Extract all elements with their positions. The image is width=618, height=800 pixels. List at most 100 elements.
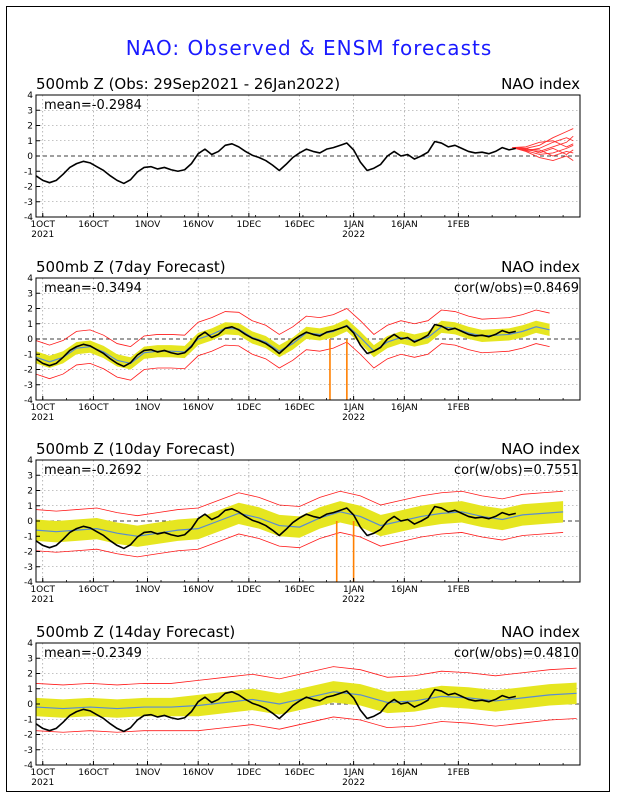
x-tick-label: 16JAN: [391, 768, 418, 778]
y-tick-label: -3: [24, 563, 33, 573]
y-tick-label: 3: [27, 471, 33, 481]
x-tick-label: 1FEB: [447, 768, 470, 778]
panel-right-label: NAO index: [501, 440, 580, 458]
y-tick-label: 4: [27, 274, 33, 284]
ensemble-member-line: [512, 140, 574, 149]
x-tick-label: 1JAN: [343, 220, 364, 230]
x-tick-year: 2021: [31, 230, 54, 240]
y-tick-label: 3: [27, 106, 33, 116]
x-tick-label: 16NOV: [183, 585, 215, 595]
y-tick-label: -4: [24, 578, 33, 588]
y-tick-label: 0: [27, 700, 33, 710]
correlation-label: cor(w/obs)=0.4810: [454, 646, 579, 661]
x-tick-label: 16OCT: [78, 403, 109, 413]
y-tick-label: -2: [24, 731, 33, 741]
figure-frame: [6, 6, 610, 792]
x-tick-label: 16NOV: [183, 768, 215, 778]
x-tick-year: 2022: [342, 413, 365, 423]
x-tick-label: 1OCT: [30, 220, 55, 230]
y-tick-label: -3: [24, 746, 33, 756]
y-tick-label: -4: [24, 396, 33, 406]
y-tick-label: -3: [24, 198, 33, 208]
panel-1: 500mb Z (Obs: 29Sep2021 - 26Jan2022) NAO …: [24, 75, 581, 240]
x-tick-year: 2021: [31, 778, 54, 788]
lower-bound-line: [36, 716, 577, 733]
x-tick-label: 1JAN: [343, 585, 364, 595]
y-tick-label: 3: [27, 289, 33, 299]
x-tick-label: 1NOV: [135, 585, 161, 595]
y-tick-label: 4: [27, 91, 33, 101]
x-tick-label: 16JAN: [391, 220, 418, 230]
x-tick-year: 2022: [342, 595, 365, 605]
data-layer: [36, 666, 577, 733]
correlation-label: cor(w/obs)=0.7551: [454, 463, 579, 478]
x-tick-label: 1DEC: [237, 403, 262, 413]
panel-right-label: NAO index: [501, 75, 580, 93]
x-tick-year: 2021: [31, 413, 54, 423]
ensemble-member-line: [512, 147, 574, 162]
x-tick-year: 2022: [342, 230, 365, 240]
data-layer: [36, 308, 550, 400]
y-tick-label: -1: [24, 350, 33, 360]
x-tick-label: 1JAN: [343, 403, 364, 413]
x-tick-label: 1JAN: [343, 768, 364, 778]
y-tick-label: -2: [24, 366, 33, 376]
y-tick-label: 1: [27, 502, 33, 512]
x-tick-label: 16NOV: [183, 403, 215, 413]
x-tick-label: 16OCT: [78, 220, 109, 230]
y-tick-label: 0: [27, 152, 33, 162]
x-tick-label: 16DEC: [284, 768, 314, 778]
ensemble-mean-line: [36, 324, 550, 365]
main-title: NAO: Observed & ENSM forecasts: [125, 36, 493, 60]
x-tick-label: 16JAN: [391, 403, 418, 413]
x-tick-label: 16DEC: [284, 585, 314, 595]
x-tick-label: 1FEB: [447, 220, 470, 230]
panel-title: 500mb Z (14day Forecast): [36, 623, 235, 641]
y-tick-label: -1: [24, 532, 33, 542]
ensemble-member-line: [512, 147, 574, 155]
x-tick-label: 16DEC: [284, 220, 314, 230]
y-tick-label: 1: [27, 320, 33, 330]
y-tick-label: 2: [27, 487, 33, 497]
x-tick-label: 1OCT: [30, 768, 55, 778]
y-tick-label: 4: [27, 456, 33, 466]
x-tick-label: 1OCT: [30, 585, 55, 595]
panel-title: 500mb Z (7day Forecast): [36, 258, 226, 276]
lower-bound-line: [36, 532, 564, 558]
y-tick-label: -4: [24, 213, 33, 223]
x-tick-year: 2022: [342, 778, 365, 788]
ensemble-mean-line: [36, 511, 564, 537]
x-tick-label: 1FEB: [447, 403, 470, 413]
ensemble-member-line: [512, 135, 574, 152]
y-tick-label: 2: [27, 305, 33, 315]
y-tick-label: -1: [24, 715, 33, 725]
x-tick-label: 1DEC: [237, 768, 262, 778]
x-tick-label: 1DEC: [237, 585, 262, 595]
panel-title: 500mb Z (10day Forecast): [36, 440, 235, 458]
y-tick-label: 3: [27, 654, 33, 664]
data-layer: [36, 490, 564, 582]
y-tick-label: 0: [27, 517, 33, 527]
ensemble-member-line: [512, 137, 574, 152]
upper-bound-line: [36, 666, 577, 686]
x-tick-label: 1NOV: [135, 403, 161, 413]
y-tick-label: -2: [24, 183, 33, 193]
x-tick-label: 16OCT: [78, 585, 109, 595]
y-tick-label: -1: [24, 167, 33, 177]
y-tick-label: -4: [24, 761, 33, 771]
x-tick-label: 1OCT: [30, 403, 55, 413]
x-tick-label: 1NOV: [135, 768, 161, 778]
y-tick-label: 2: [27, 122, 33, 132]
observed-line: [36, 323, 516, 368]
upper-bound-line: [36, 308, 550, 348]
observed-line: [36, 505, 516, 550]
mean-label: mean=-0.3494: [44, 281, 142, 296]
panel-title: 500mb Z (Obs: 29Sep2021 - 26Jan2022): [36, 75, 340, 93]
mean-label: mean=-0.2349: [44, 646, 142, 661]
mean-label: mean=-0.2692: [44, 463, 142, 478]
y-tick-label: 4: [27, 639, 33, 649]
y-tick-label: 0: [27, 335, 33, 345]
data-layer: [36, 128, 574, 185]
panel-3: 500mb Z (10day Forecast) NAO index 4 3 2 1 0 -1…: [24, 440, 581, 605]
